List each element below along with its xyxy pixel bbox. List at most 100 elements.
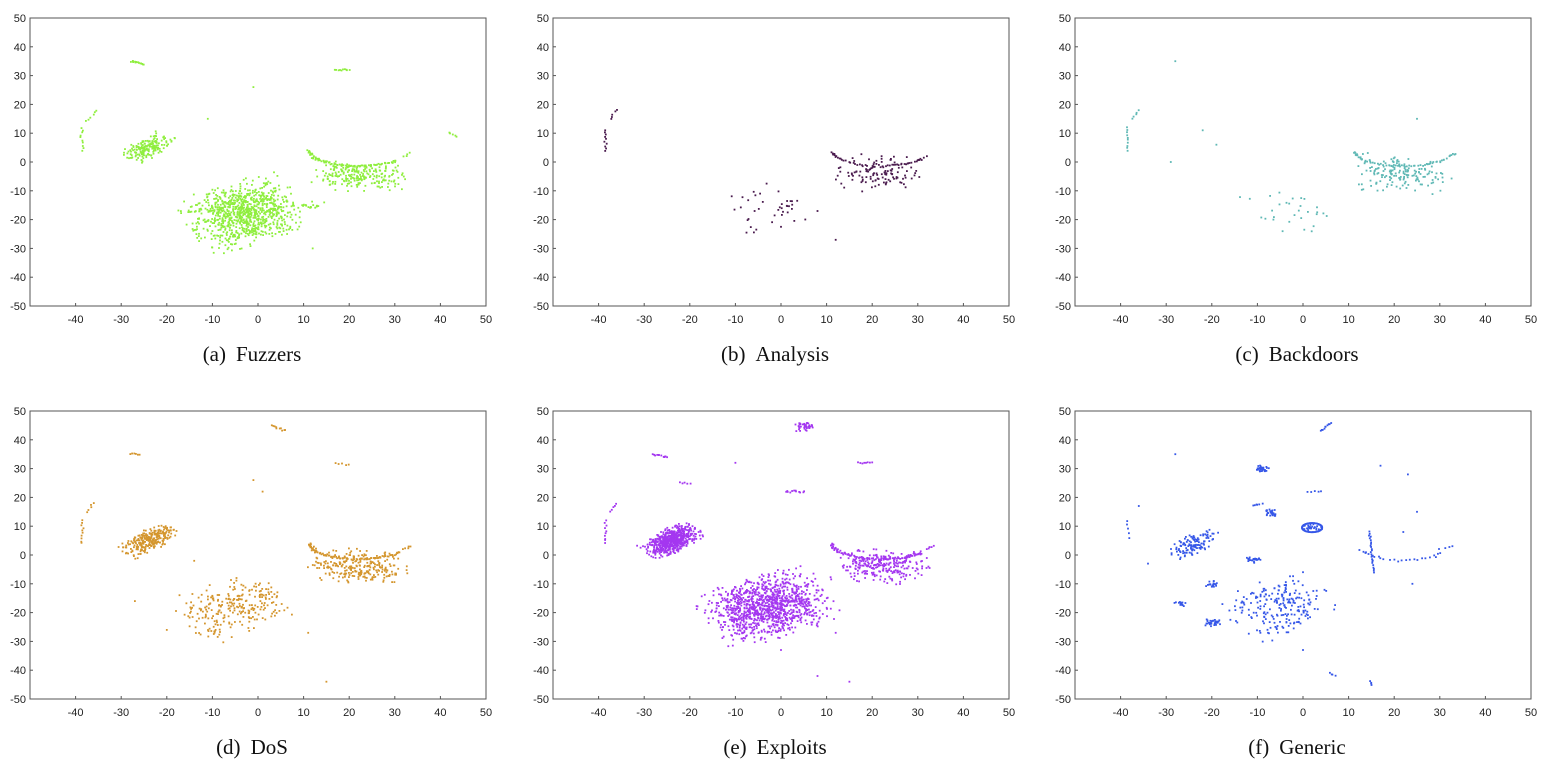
data-point bbox=[777, 617, 780, 620]
data-point bbox=[387, 575, 390, 577]
x-tick-label: 30 bbox=[1434, 314, 1446, 326]
data-point bbox=[370, 557, 372, 559]
data-point bbox=[896, 163, 899, 166]
data-point bbox=[393, 581, 396, 583]
data-point bbox=[214, 225, 217, 228]
data-point bbox=[778, 627, 780, 629]
data-point bbox=[192, 193, 195, 196]
data-point bbox=[904, 556, 906, 559]
data-point bbox=[686, 542, 689, 545]
data-point bbox=[213, 234, 216, 237]
data-point bbox=[80, 127, 83, 129]
data-point bbox=[790, 622, 792, 625]
data-point bbox=[156, 536, 158, 538]
data-point bbox=[680, 547, 682, 550]
data-point bbox=[775, 630, 777, 633]
data-point bbox=[265, 594, 267, 596]
data-point bbox=[266, 183, 269, 186]
data-point bbox=[1395, 185, 1398, 188]
data-point bbox=[89, 116, 92, 119]
data-point bbox=[1375, 182, 1378, 185]
data-point bbox=[756, 588, 759, 590]
data-point bbox=[253, 230, 256, 232]
data-point bbox=[806, 613, 809, 616]
data-point bbox=[315, 169, 318, 171]
data-point bbox=[1131, 117, 1134, 120]
data-point bbox=[893, 161, 896, 164]
data-point bbox=[216, 211, 219, 214]
data-point bbox=[174, 137, 176, 140]
data-point bbox=[759, 638, 762, 641]
data-point bbox=[142, 540, 144, 543]
data-point bbox=[1390, 158, 1393, 161]
data-point bbox=[260, 211, 263, 213]
data-point bbox=[175, 530, 178, 532]
y-tick-label: -40 bbox=[533, 272, 549, 284]
data-point bbox=[882, 558, 885, 561]
data-point bbox=[1376, 167, 1379, 170]
data-point bbox=[775, 623, 777, 626]
data-point bbox=[664, 544, 667, 547]
data-point bbox=[222, 231, 225, 233]
data-point bbox=[793, 599, 796, 602]
data-point bbox=[731, 620, 734, 622]
data-point bbox=[257, 221, 260, 224]
data-point bbox=[357, 554, 360, 557]
data-point bbox=[156, 144, 158, 147]
y-tick-label: 0 bbox=[543, 157, 549, 169]
data-point bbox=[141, 545, 144, 548]
data-point bbox=[1421, 183, 1423, 186]
scatter-plot: -40 -30 -20 -10 0 10 20 30 40 5050403020100-10-20… bbox=[1055, 13, 1537, 326]
data-point bbox=[153, 529, 156, 532]
data-point bbox=[376, 185, 379, 188]
data-point bbox=[736, 620, 738, 622]
data-point bbox=[218, 604, 220, 607]
data-point bbox=[331, 182, 334, 185]
data-point bbox=[756, 623, 759, 625]
data-point bbox=[839, 170, 842, 173]
data-point bbox=[161, 539, 164, 542]
data-point bbox=[833, 547, 836, 550]
data-point bbox=[747, 590, 749, 592]
data-point bbox=[648, 541, 651, 544]
data-point bbox=[146, 145, 148, 147]
data-point bbox=[792, 599, 794, 602]
data-point bbox=[798, 603, 801, 605]
data-point bbox=[604, 145, 607, 148]
data-point bbox=[199, 633, 202, 636]
caption-tag: (d) bbox=[216, 735, 241, 759]
y-tick-label: 50 bbox=[14, 406, 26, 418]
data-points bbox=[79, 60, 458, 255]
data-point bbox=[228, 199, 231, 202]
data-point bbox=[307, 631, 310, 634]
data-point bbox=[671, 533, 673, 535]
data-point bbox=[670, 530, 673, 532]
data-point bbox=[753, 582, 755, 585]
data-point bbox=[245, 200, 247, 202]
data-point bbox=[664, 528, 667, 531]
data-point bbox=[775, 617, 777, 619]
data-point bbox=[270, 591, 273, 593]
data-point bbox=[311, 247, 314, 250]
data-point bbox=[765, 609, 767, 611]
data-point bbox=[281, 429, 283, 432]
data-point bbox=[683, 528, 686, 530]
data-point bbox=[237, 599, 240, 601]
data-point bbox=[212, 192, 215, 194]
data-point bbox=[356, 185, 359, 188]
data-point bbox=[663, 534, 666, 537]
data-point bbox=[815, 615, 818, 617]
data-point bbox=[1432, 181, 1435, 184]
data-point bbox=[309, 151, 311, 154]
data-point bbox=[341, 183, 343, 186]
data-point bbox=[910, 177, 913, 180]
data-point bbox=[230, 199, 232, 202]
data-point bbox=[757, 586, 760, 589]
data-point bbox=[140, 548, 142, 551]
data-point bbox=[733, 620, 735, 622]
data-point bbox=[275, 427, 278, 430]
data-point bbox=[780, 600, 783, 603]
data-point bbox=[287, 211, 289, 214]
data-point bbox=[751, 592, 754, 595]
data-point bbox=[245, 195, 247, 198]
